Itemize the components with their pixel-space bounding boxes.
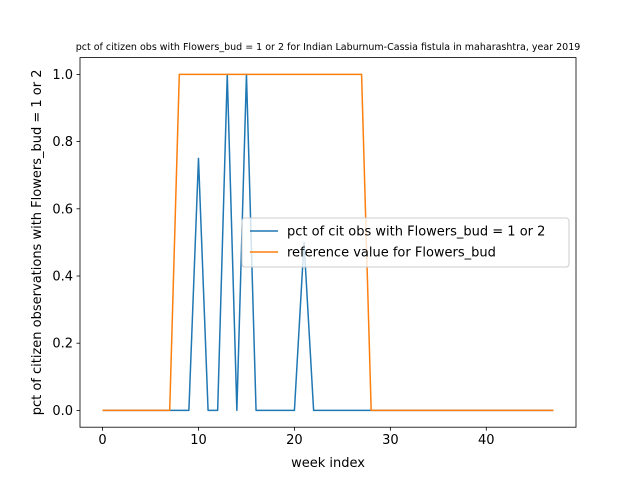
x-axis-label: week index xyxy=(291,456,365,471)
x-tick-label: 30 xyxy=(382,433,399,448)
y-tick-label: 0.2 xyxy=(52,337,73,352)
y-tick-label: 1.0 xyxy=(52,68,73,83)
x-tick-label: 10 xyxy=(190,433,207,448)
series-line-2 xyxy=(102,73,554,412)
y-tick-label: 0.6 xyxy=(52,202,73,217)
y-tick-label: 0.0 xyxy=(52,404,73,419)
y-tick-label: 0.4 xyxy=(52,270,73,285)
x-ticks: 0 10 20 30 40 xyxy=(98,427,495,448)
x-tick-label: 40 xyxy=(478,433,495,448)
y-axis-label: pct of citizen observations with Flowers… xyxy=(30,70,45,416)
axes xyxy=(79,57,577,428)
y-ticks: 0.0 0.2 0.4 0.6 0.8 1.0 xyxy=(52,68,80,419)
y-tick-label: 0.8 xyxy=(52,135,73,150)
plot-lines xyxy=(102,73,554,412)
x-tick-label: 20 xyxy=(286,433,303,448)
plot-frame xyxy=(79,57,577,428)
legend-label-series-1: pct of cit obs with Flowers_bud = 1 or 2 xyxy=(287,225,545,240)
x-tick-label: 0 xyxy=(98,433,106,448)
legend-box xyxy=(241,217,570,268)
chart-title: pct of citizen obs with Flowers_bud = 1 … xyxy=(76,42,581,53)
legend: pct of cit obs with Flowers_bud = 1 or 2… xyxy=(241,217,570,268)
legend-label-series-2: reference value for Flowers_bud xyxy=(287,246,496,261)
